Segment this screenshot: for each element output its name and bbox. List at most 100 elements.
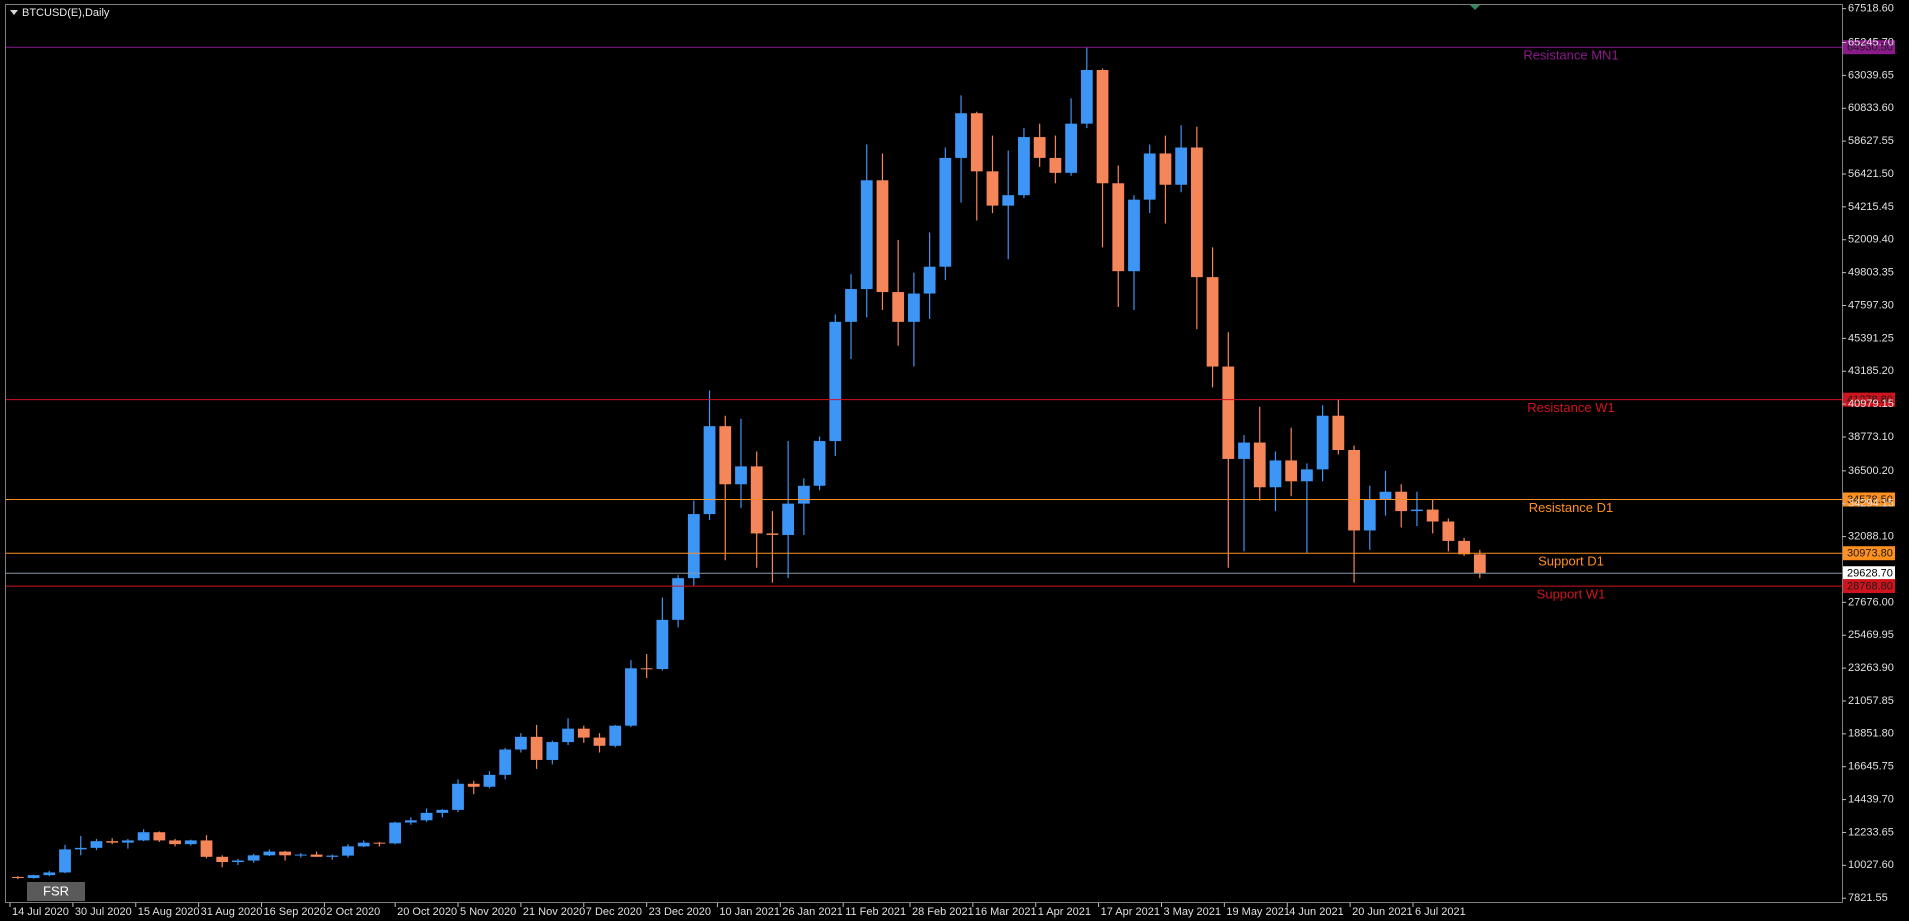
y-tick-label: 12233.65 (1848, 826, 1894, 838)
x-tick-label: 26 Jan 2021 (782, 906, 843, 918)
candle-body (923, 266, 936, 294)
x-tick-label: 2 Oct 2020 (326, 906, 380, 918)
candle-body (1206, 277, 1219, 367)
candle-body (43, 872, 56, 876)
y-tick-label: 45391.25 (1848, 332, 1894, 344)
candle-body (546, 742, 559, 760)
level-name: Resistance D1 (1529, 500, 1614, 515)
candle-body (1473, 554, 1486, 574)
level-price-label: 34578.50 (1847, 494, 1893, 506)
x-tick-label: 14 Jul 2020 (12, 906, 69, 918)
x-tick-label: 16 Mar 2021 (975, 906, 1037, 918)
candle-body (530, 736, 543, 760)
candle-body (813, 441, 826, 486)
current-price-label: 29628.70 (1847, 568, 1893, 580)
y-tick-label: 47597.30 (1848, 299, 1894, 311)
candle-body (892, 292, 905, 322)
level-price-box (1843, 392, 1895, 407)
candle-body (1285, 460, 1298, 482)
candle-body (1332, 415, 1345, 450)
level-name: Resistance MN1 (1523, 48, 1618, 63)
candle-body (310, 854, 323, 857)
fsr-button-box[interactable] (27, 882, 85, 901)
candle-body (27, 875, 40, 878)
level-price-label: 30973.80 (1847, 548, 1893, 560)
x-tick-label: 31 Aug 2020 (201, 906, 263, 918)
y-tick-label: 10027.60 (1848, 859, 1894, 871)
candle-body (640, 668, 653, 670)
y-tick-label: 7821.55 (1848, 892, 1888, 904)
x-tick-label: 4 Jun 2021 (1289, 906, 1343, 918)
candle-body (970, 113, 983, 172)
y-tick-label: 14439.70 (1848, 793, 1894, 805)
level-name: Resistance W1 (1527, 400, 1614, 415)
x-tick-label: 11 Feb 2021 (845, 906, 906, 918)
candle-body (389, 822, 402, 844)
shift-marker (1470, 5, 1480, 10)
candle-body (1379, 491, 1392, 500)
x-tick-label: 19 May 2021 (1226, 906, 1290, 918)
candle-body (452, 783, 464, 810)
candle-body (1426, 509, 1439, 522)
candle-body (939, 157, 952, 267)
title-menu-arrow[interactable] (10, 10, 18, 15)
overlay: 29628.70 Resistance MN1 64930.50 Resistance… (6, 40, 1895, 602)
fsr-button[interactable]: FSR (27, 882, 85, 901)
candle-body (515, 736, 527, 750)
y-tick-label: 21057.85 (1848, 695, 1894, 707)
candle-body (1316, 415, 1329, 470)
y-tick-label: 67518.60 (1848, 3, 1894, 15)
candle-body (687, 514, 700, 579)
x-tick-label: 30 Jul 2020 (75, 906, 132, 918)
candle-body (1411, 509, 1423, 512)
candle-body (797, 485, 810, 504)
x-tick-label: 20 Jun 2021 (1352, 906, 1413, 918)
y-tick-label: 56421.50 (1848, 168, 1894, 180)
candle-body (1018, 137, 1030, 196)
candle-body (373, 842, 386, 844)
candle-body (247, 855, 260, 861)
candle-body (609, 725, 622, 746)
candle-body (860, 180, 873, 290)
candle-body (279, 851, 291, 856)
candle-body (342, 846, 354, 856)
x-tick-label: 15 Aug 2020 (138, 906, 200, 918)
candle-body (719, 426, 732, 485)
level-price-box (1843, 546, 1895, 561)
y-tick-label: 63039.65 (1848, 69, 1894, 81)
candle-body (1159, 153, 1172, 185)
y-tick-label: 18851.80 (1848, 728, 1894, 740)
level-price-box (1843, 492, 1895, 507)
candle-body (1238, 442, 1250, 459)
fsr-button-label[interactable]: FSR (43, 883, 69, 898)
candle-body (467, 783, 480, 787)
candle-body (908, 293, 920, 322)
candle-body (1033, 137, 1046, 158)
candle-body (263, 851, 276, 856)
candle-body (1096, 70, 1109, 184)
candles (11, 47, 1486, 880)
candle-body (122, 840, 134, 843)
candle-body (1080, 70, 1093, 124)
level-price-box (1843, 579, 1895, 594)
y-tick-label: 49803.35 (1848, 267, 1894, 279)
candle-body (1442, 521, 1455, 541)
y-tick-label: 38773.10 (1848, 431, 1894, 443)
y-tick-label: 36500.20 (1848, 465, 1894, 477)
x-tick-label: 21 Nov 2020 (523, 906, 585, 918)
x-tick-label: 1 Apr 2021 (1038, 906, 1091, 918)
candle-body (483, 774, 496, 787)
candle-body (766, 533, 779, 535)
candle-body (436, 809, 449, 813)
x-tick-label: 6 Jul 2021 (1415, 906, 1466, 918)
candle-body (294, 854, 307, 856)
candle-body (499, 749, 512, 775)
candle-body (1222, 366, 1235, 459)
current-price-box (1843, 566, 1895, 581)
candle-body (656, 619, 669, 670)
x-tick-label: 5 Nov 2020 (460, 906, 516, 918)
candle-body (184, 840, 197, 845)
candle-body (1269, 460, 1282, 488)
y-tick-label: 43185.20 (1848, 365, 1894, 377)
